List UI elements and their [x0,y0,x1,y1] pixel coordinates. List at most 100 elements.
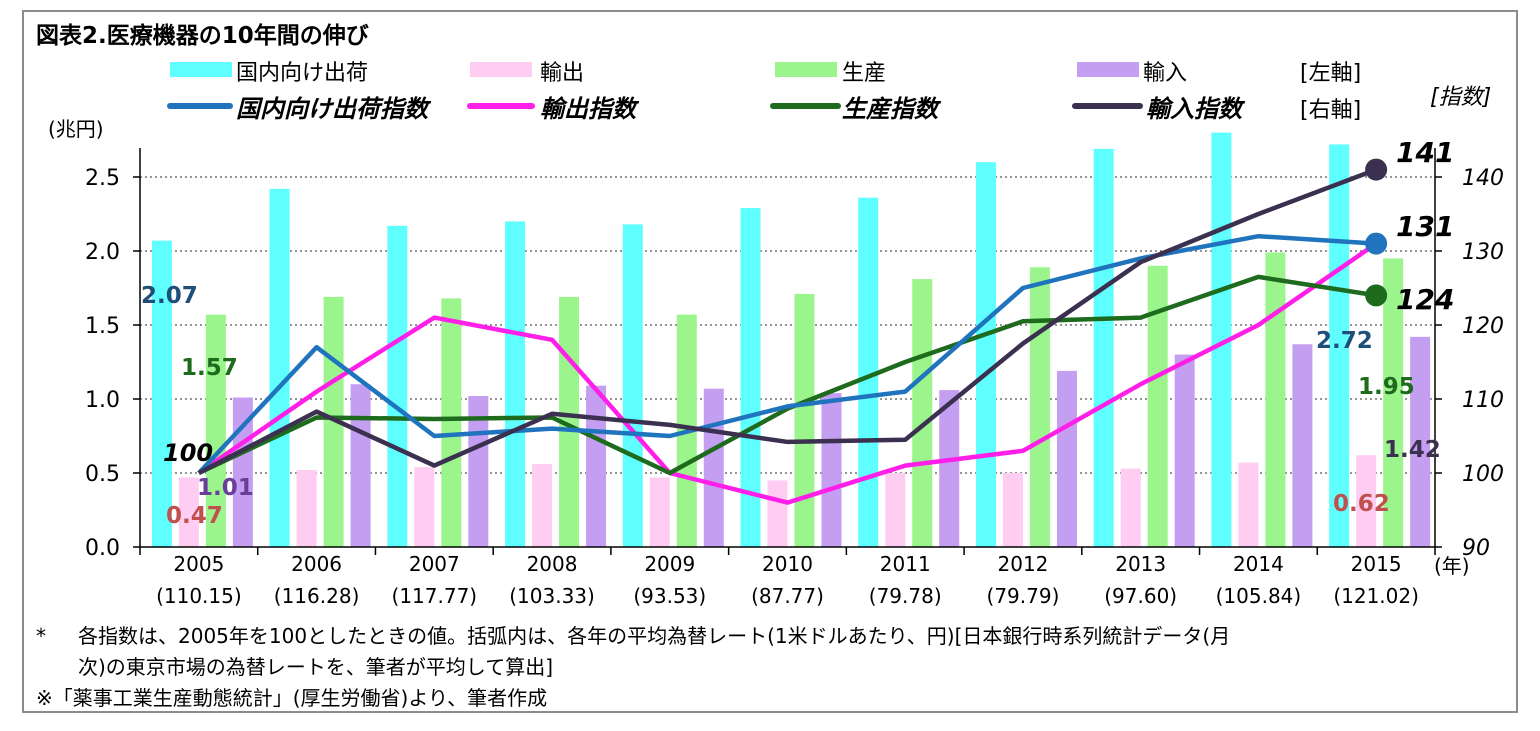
x-axis-tick-label: 2015 [1351,552,1402,576]
data-label: 2.07 [141,283,198,309]
left-axis-tick-label: 1.0 [85,388,120,413]
exchange-rate-label: (93.53) [633,584,706,608]
left-axis-tick-label: 0.5 [85,462,120,487]
exchange-rate-label: (117.77) [392,584,478,608]
bar-production-2011 [912,279,933,547]
end-marker-import [1365,158,1388,181]
bar-production-2010 [794,293,815,547]
end-marker-domestic [1365,232,1388,255]
bar-export-2008 [532,464,553,547]
exchange-rate-label: (97.60) [1104,584,1177,608]
right-axis-tick-label: 140 [1462,166,1504,191]
data-label: 1.95 [1358,374,1415,400]
data-label: 1.42 [1384,437,1441,463]
bar-production-2005 [205,314,226,547]
exchange-rate-label: (105.84) [1216,584,1302,608]
bar-domestic-2012 [975,162,996,547]
legend-axis-note-left: [左軸] [1300,61,1361,86]
left-axis-tick-label: 2.0 [85,240,120,265]
end-marker-production [1365,284,1388,307]
exchange-rate-label: (116.28) [274,584,360,608]
note-asterisk: * [36,624,46,648]
bar-import-2015 [1410,336,1431,547]
bar-import-2009 [703,388,724,547]
left-axis-title: (兆円) [48,117,104,141]
bar-export-2010 [767,480,788,547]
legend-axis-note-right: [右軸] [1300,98,1361,123]
bar-domestic-2015 [1329,144,1350,547]
bar-export-2014 [1238,462,1259,547]
data-label: 0.47 [166,503,223,529]
right-axis-tick-label: 90 [1462,536,1490,561]
bar-production-2012 [1029,267,1050,547]
legend-swatch-import [1077,62,1139,77]
bar-export-2013 [1120,468,1141,547]
x-axis-tick-label: 2012 [998,552,1049,576]
note-text-1: 各指数は、2005年を100としたときの値。括弧内は、各年の平均為替レート(1米… [78,624,1231,648]
data-label: 1.01 [197,475,254,501]
bar-domestic-2006 [269,188,290,547]
legend-label: 生産指数 [842,95,942,123]
bar-production-2008 [559,296,580,547]
legend-label: 輸出指数 [540,95,640,123]
legend-swatch-domestic [170,62,232,77]
bar-production-2014 [1265,252,1286,548]
exchange-rate-label: (110.15) [156,584,242,608]
exchange-rate-label: (87.77) [751,584,824,608]
legend-label: 国内向け出荷 [236,61,368,86]
x-axis-tick-label: 2009 [644,552,695,576]
right-axis-tick-label: 110 [1462,388,1504,413]
note-line-2: 次)の東京市場の為替レートを、筆者が平均して算出] [78,655,554,679]
line-domestic-index [197,233,1377,475]
chart-svg: 0.0 0.5 1.0 1.5 2.0 2.5 90 100 110 120 130 140 (兆円) [… [48,61,1504,608]
bar-export-2006 [296,470,317,547]
bar-domestic-2013 [1093,148,1114,547]
right-axis-tick-label: 100 [1462,462,1504,487]
legend-label: 輸入 [1143,61,1187,86]
bar-export-2007 [414,467,435,547]
bar-import-2011 [939,390,960,547]
bar-domestic-2007 [387,225,408,547]
bar-export-2015 [1356,455,1377,547]
exchange-rate-label: (103.33) [509,584,595,608]
chart-title: 図表2.医療機器の10年間の伸び [36,23,369,49]
legend-swatch-export [470,62,532,77]
x-axis-tick-label: 2006 [291,552,342,576]
data-label: 141 [1396,136,1454,169]
bar-import-2006 [350,384,371,547]
left-axis-tick-label: 0.0 [85,536,120,561]
bar-domestic-2011 [858,197,879,547]
bar-domestic-2005 [151,240,172,547]
bar-domestic-2009 [622,224,643,548]
x-axis-tick-label: 2010 [762,552,813,576]
bar-domestic-2008 [505,221,526,547]
legend-label: 輸入指数 [1146,95,1246,123]
x-axis-tick-label: 2011 [880,552,931,576]
note-line-3: ※「薬事工業生産動態統計」(厚生労働省)より、筆者作成 [36,686,548,710]
bar-export-2005 [178,477,199,547]
right-axis-tick-label: 120 [1462,314,1504,339]
bar-export-2011 [885,473,906,547]
bar-import-2010 [821,393,842,547]
bar-import-2012 [1056,370,1077,547]
bar-domestic-2014 [1211,132,1232,547]
right-axis-tick-label: 130 [1462,240,1504,265]
legend-swatch-production [775,62,837,77]
x-axis-tick-label: 2005 [173,552,224,576]
bar-import-2014 [1292,344,1313,547]
exchange-rate-label: (121.02) [1333,584,1419,608]
x-axis-tick-label: 2007 [409,552,460,576]
bar-export-2009 [649,477,670,547]
x-axis-unit: (年) [1434,554,1470,578]
x-axis-tick-label: 2013 [1115,552,1166,576]
left-axis-tick-label: 2.5 [85,166,120,191]
bar-domestic-2010 [740,208,761,547]
bar-import-2013 [1174,354,1195,547]
legend-label: 国内向け出荷指数 [236,95,432,123]
x-axis-tick-label: 2014 [1233,552,1284,576]
exchange-rate-label: (79.79) [987,584,1060,608]
bar-export-2012 [1002,473,1023,547]
bar-production-2015 [1383,258,1404,547]
data-label: 100 [163,439,213,467]
exchange-rate-label: (79.78) [869,584,942,608]
